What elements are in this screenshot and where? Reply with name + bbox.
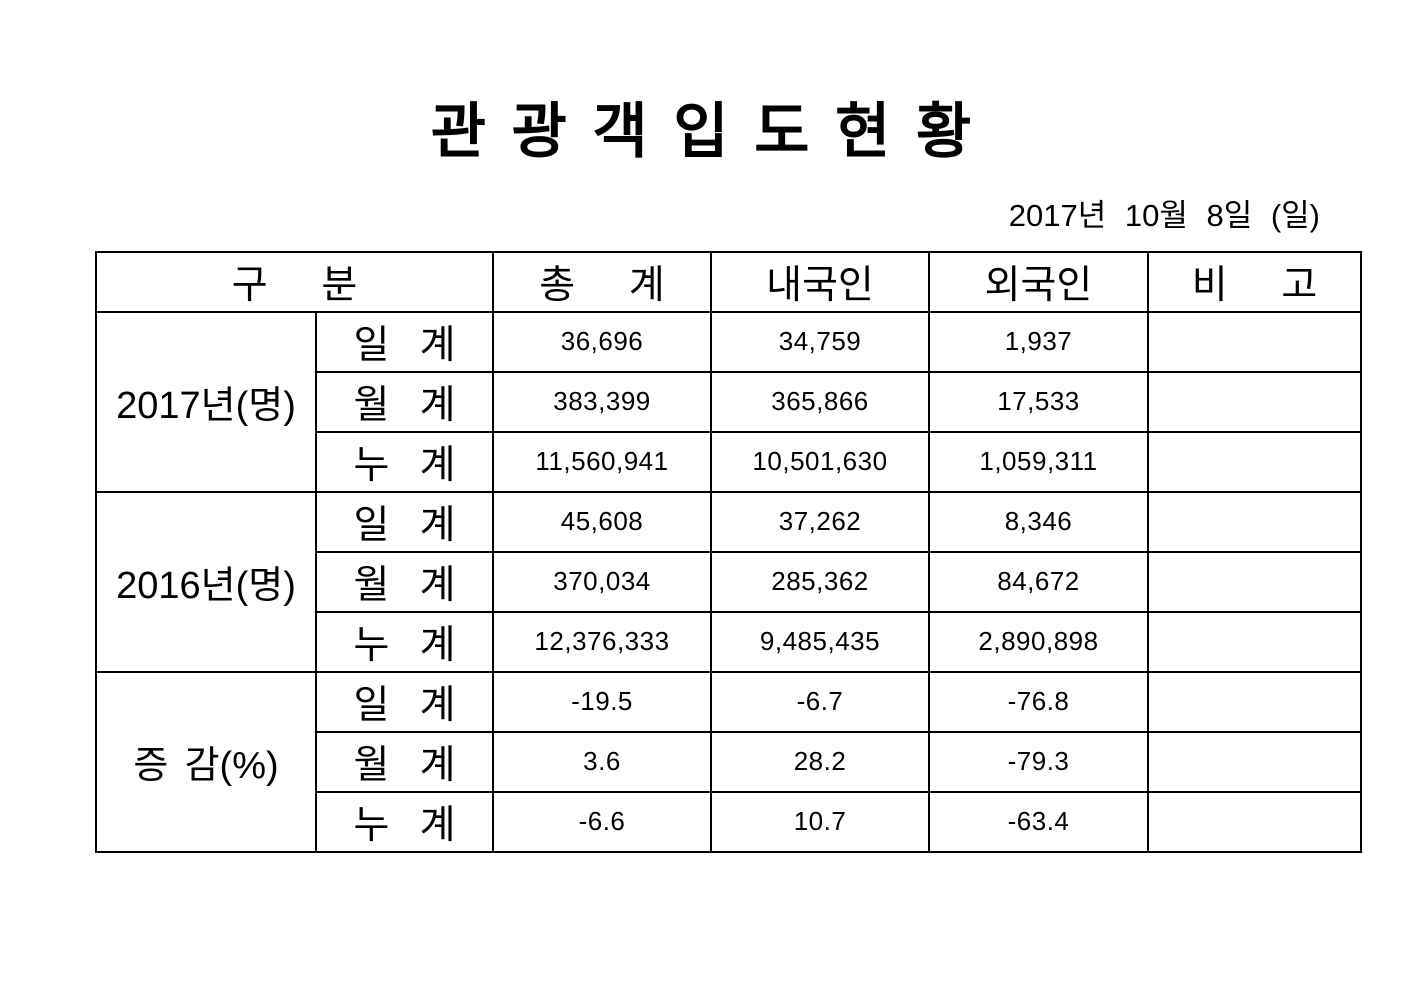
row-label-cell: 일 계 <box>315 310 494 373</box>
row-label-cell: 누 계 <box>315 790 494 853</box>
row-label-cell: 월 계 <box>315 370 494 433</box>
remarks-cell <box>1147 610 1362 673</box>
tourist-arrivals-table: 구 분 총 계 내국인 외국인 비 고 2017년(명) 일 계 36,696 … <box>95 250 1362 853</box>
group-change-label-cell: 증 감(%) <box>95 670 317 853</box>
total-cell: 370,034 <box>492 550 712 613</box>
domestic-cell: 365,866 <box>710 370 930 433</box>
domestic-cell: -6.7 <box>710 670 930 733</box>
row-label-cell: 월 계 <box>315 550 494 613</box>
domestic-cell: 28.2 <box>710 730 930 793</box>
table-row-2016-cumulative: 누 계 12,376,333 9,485,435 2,890,898 <box>96 610 1362 673</box>
foreign-cell: 2,890,898 <box>928 610 1149 673</box>
group-2017-label-cell: 2017년(명) <box>95 310 317 493</box>
table-row-2017-cumulative: 누 계 11,560,941 10,501,630 1,059,311 <box>96 430 1362 493</box>
row-label-cell: 일 계 <box>315 490 494 553</box>
remarks-cell <box>1147 490 1362 553</box>
foreign-cell: 1,937 <box>928 310 1149 373</box>
header-category-cell: 구 분 <box>95 250 494 313</box>
header-foreign-cell: 외국인 <box>928 250 1149 313</box>
row-label-cell: 월 계 <box>315 730 494 793</box>
page-title: 관 광 객 입 도 현 황 <box>430 98 973 165</box>
foreign-cell: 84,672 <box>928 550 1149 613</box>
domestic-cell: 34,759 <box>710 310 930 373</box>
total-cell: 45,608 <box>492 490 712 553</box>
remarks-cell <box>1147 430 1362 493</box>
header-domestic-cell: 내국인 <box>710 250 930 313</box>
table-row-change-cumulative: 누 계 -6.6 10.7 -63.4 <box>96 790 1362 853</box>
row-label-cell: 누 계 <box>315 430 494 493</box>
row-label-cell: 누 계 <box>315 610 494 673</box>
remarks-cell <box>1147 670 1362 733</box>
domestic-cell: 37,262 <box>710 490 930 553</box>
header-remarks-cell: 비 고 <box>1147 250 1362 313</box>
foreign-cell: 17,533 <box>928 370 1149 433</box>
header-row: 구 분 총 계 내국인 외국인 비 고 <box>95 250 1362 313</box>
domestic-cell: 10.7 <box>710 790 930 853</box>
total-cell: 36,696 <box>492 310 712 373</box>
remarks-cell <box>1147 370 1362 433</box>
domestic-cell: 285,362 <box>710 550 930 613</box>
report-date: 2017년 10월 8일 (일) <box>1008 198 1320 233</box>
table-row-change-monthly: 월 계 3.6 28.2 -79.3 <box>96 730 1362 793</box>
total-cell: 3.6 <box>492 730 712 793</box>
remarks-cell <box>1147 730 1362 793</box>
table-row-2016-monthly: 월 계 370,034 285,362 84,672 <box>96 550 1362 613</box>
total-cell: 11,560,941 <box>492 430 712 493</box>
table-row-2017-daily: 2017년(명) 일 계 36,696 34,759 1,937 <box>95 310 1362 493</box>
remarks-cell <box>1147 790 1362 853</box>
domestic-cell: 10,501,630 <box>710 430 930 493</box>
foreign-cell: -79.3 <box>928 730 1149 793</box>
remarks-cell <box>1147 550 1362 613</box>
total-cell: 383,399 <box>492 370 712 433</box>
foreign-cell: 1,059,311 <box>928 430 1149 493</box>
total-cell: -19.5 <box>492 670 712 733</box>
table-row-2017-monthly: 월 계 383,399 365,866 17,533 <box>96 370 1362 433</box>
table-row-change-daily: 증 감(%) 일 계 -19.5 -6.7 -76.8 <box>95 670 1362 853</box>
table-row-2016-daily: 2016년(명) 일 계 45,608 37,262 8,346 <box>95 490 1362 673</box>
total-cell: 12,376,333 <box>492 610 712 673</box>
header-total-cell: 총 계 <box>492 250 712 313</box>
domestic-cell: 9,485,435 <box>710 610 930 673</box>
foreign-cell: -76.8 <box>928 670 1149 733</box>
foreign-cell: 8,346 <box>928 490 1149 553</box>
foreign-cell: -63.4 <box>928 790 1149 853</box>
row-label-cell: 일 계 <box>315 670 494 733</box>
group-2016-label-cell: 2016년(명) <box>95 490 317 673</box>
remarks-cell <box>1147 310 1362 373</box>
total-cell: -6.6 <box>492 790 712 853</box>
